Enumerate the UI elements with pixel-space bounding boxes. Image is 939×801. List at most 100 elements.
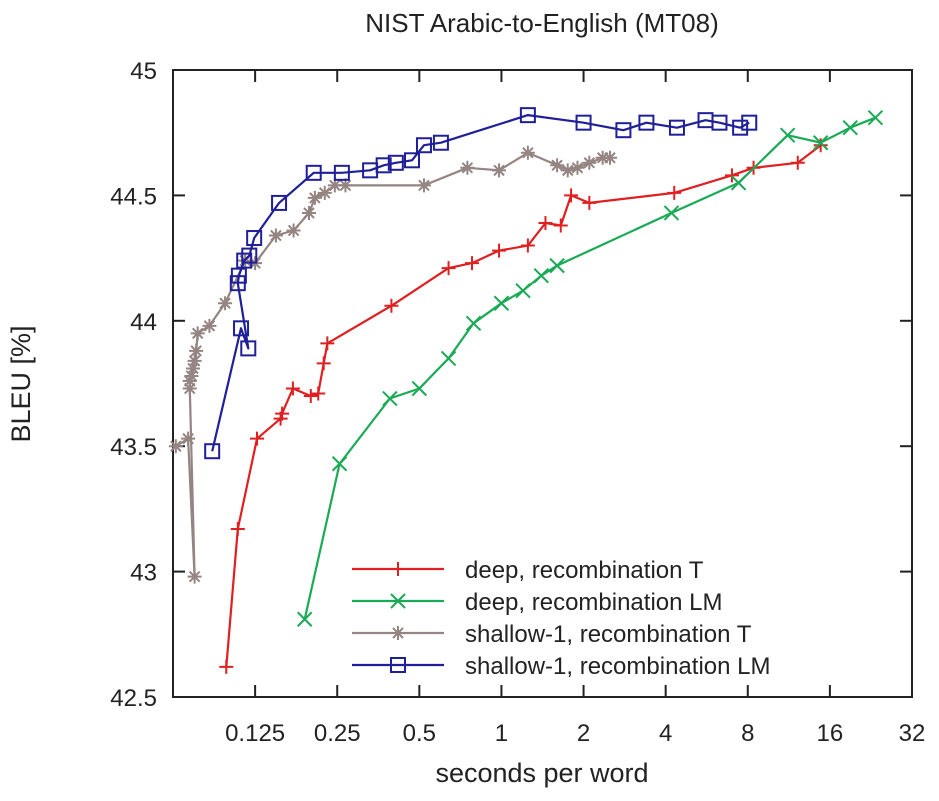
data-point [331, 456, 348, 472]
legend-marker [391, 562, 405, 576]
data-point [249, 431, 264, 446]
data-point [190, 326, 205, 341]
data-point [320, 336, 335, 351]
data-point [667, 185, 682, 200]
data-point [520, 238, 535, 253]
data-point [812, 135, 829, 151]
data-point [790, 155, 805, 170]
data-point [575, 114, 592, 131]
plot-frame [172, 69, 913, 698]
data-point [411, 380, 428, 397]
data-point [230, 267, 247, 284]
data-point [519, 107, 536, 124]
series-4 [204, 107, 758, 460]
data-point [553, 218, 568, 233]
data-point [582, 195, 597, 210]
data-point [271, 194, 288, 211]
data-point [338, 178, 353, 193]
legend-label: shallow-1, recombination LM [465, 653, 770, 680]
data-point [711, 114, 728, 131]
data-point [184, 368, 199, 383]
data-point [550, 158, 565, 173]
data-point [187, 569, 202, 584]
legend-entry: shallow-1, recombination LM [352, 653, 770, 680]
data-point [327, 178, 342, 193]
data-point [187, 353, 202, 368]
data-point [233, 320, 250, 337]
data-point [867, 109, 884, 126]
series-layer [168, 107, 884, 674]
data-point [285, 381, 300, 396]
data-point [533, 267, 550, 284]
data-point [317, 185, 332, 200]
data-point [595, 150, 610, 165]
legend-marker [391, 626, 405, 640]
data-point [564, 188, 579, 203]
data-point [538, 215, 553, 230]
y-tick-label: 44 [130, 309, 157, 336]
data-point [218, 296, 233, 311]
legend-label: shallow-1, recombination T [465, 621, 752, 648]
data-point [440, 350, 457, 367]
data-point [432, 134, 449, 151]
data-point [219, 659, 234, 674]
series-line [303, 116, 876, 620]
data-point [297, 611, 313, 627]
data-point [202, 318, 217, 333]
data-point [240, 340, 257, 357]
data-point [189, 343, 204, 358]
data-point [303, 389, 318, 404]
data-point [570, 160, 585, 175]
legend-entry: deep, recombination LM [352, 589, 722, 616]
data-point [230, 521, 245, 536]
data-point [663, 205, 680, 221]
data-point [384, 298, 399, 313]
data-point [492, 163, 507, 178]
data-point [181, 431, 196, 446]
legend-label: deep, recombination LM [465, 589, 722, 616]
data-point [186, 361, 201, 376]
data-point [168, 439, 183, 454]
legend-label: deep, recombination T [465, 557, 704, 584]
data-point [415, 137, 432, 154]
y-axis-label: BLEU [%] [6, 325, 36, 442]
data-point [382, 390, 398, 407]
axis-ticks: 0.125 0.25 0.5 1 2 4 8 16 32 42.5 43 43.5 44 44.5 45 [110, 58, 925, 747]
data-point [724, 168, 739, 183]
data-point [375, 157, 392, 174]
data-point [615, 122, 632, 139]
data-point [460, 160, 475, 175]
y-tick-label: 43.5 [110, 434, 157, 461]
legend-entry: shallow-1, recombination T [352, 621, 752, 648]
data-point [602, 150, 617, 165]
data-point [730, 175, 747, 191]
data-point [492, 243, 507, 258]
x-tick-label: 32 [899, 720, 926, 747]
data-point [241, 247, 258, 264]
data-point [275, 406, 290, 421]
data-point [582, 155, 597, 170]
series-line [211, 113, 750, 452]
chart-title: NIST Arabic-to-English (MT08) [365, 8, 719, 38]
data-point [441, 261, 456, 276]
data-point [301, 205, 316, 220]
data-point [741, 114, 758, 131]
data-point [813, 138, 828, 153]
data-point [268, 228, 283, 243]
legend-marker [390, 657, 406, 673]
data-point [465, 256, 480, 271]
data-point [236, 252, 253, 269]
data-point [668, 119, 685, 136]
data-point [286, 223, 301, 238]
data-point [520, 145, 535, 160]
y-tick-label: 44.5 [110, 183, 157, 210]
x-tick-label: 0.125 [225, 720, 285, 747]
x-tick-label: 0.5 [403, 720, 436, 747]
data-point [416, 178, 431, 193]
x-tick-label: 0.25 [314, 720, 361, 747]
data-point [311, 386, 326, 401]
y-tick-label: 45 [130, 58, 157, 85]
data-point [305, 164, 322, 181]
